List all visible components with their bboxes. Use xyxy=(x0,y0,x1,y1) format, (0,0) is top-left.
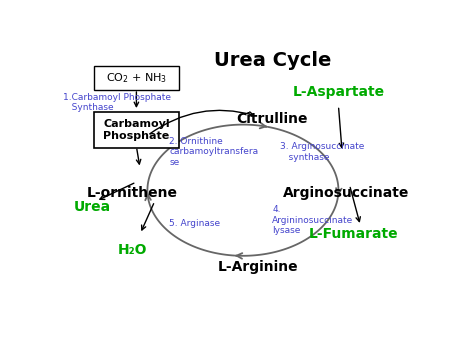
Text: Urea Cycle: Urea Cycle xyxy=(214,51,331,70)
FancyBboxPatch shape xyxy=(94,112,179,148)
Text: 3. Arginosuccinate
   synthase: 3. Arginosuccinate synthase xyxy=(280,142,364,162)
Text: Arginosuccinate: Arginosuccinate xyxy=(283,186,409,200)
Text: L-Arginine: L-Arginine xyxy=(217,260,298,274)
Text: Citrulline: Citrulline xyxy=(237,112,308,126)
Text: H₂O: H₂O xyxy=(118,243,147,257)
Text: Urea: Urea xyxy=(74,200,111,214)
Text: CO$_2$ + NH$_3$: CO$_2$ + NH$_3$ xyxy=(106,71,167,85)
Text: 4.
Argininosuccinate
lysase: 4. Argininosuccinate lysase xyxy=(272,206,354,235)
Text: 2. Ornithine
carbamoyltransfera
se: 2. Ornithine carbamoyltransfera se xyxy=(169,137,259,167)
Text: L-ornithene: L-ornithene xyxy=(87,186,178,200)
Text: 1.Carbamoyl Phosphate
   Synthase: 1.Carbamoyl Phosphate Synthase xyxy=(63,93,171,113)
Text: 5. Arginase: 5. Arginase xyxy=(169,219,220,228)
Text: L-Fumarate: L-Fumarate xyxy=(308,227,398,241)
FancyBboxPatch shape xyxy=(94,66,179,91)
Text: Carbamoyl
Phosphate: Carbamoyl Phosphate xyxy=(103,119,170,141)
Text: L-Aspartate: L-Aspartate xyxy=(292,85,384,99)
